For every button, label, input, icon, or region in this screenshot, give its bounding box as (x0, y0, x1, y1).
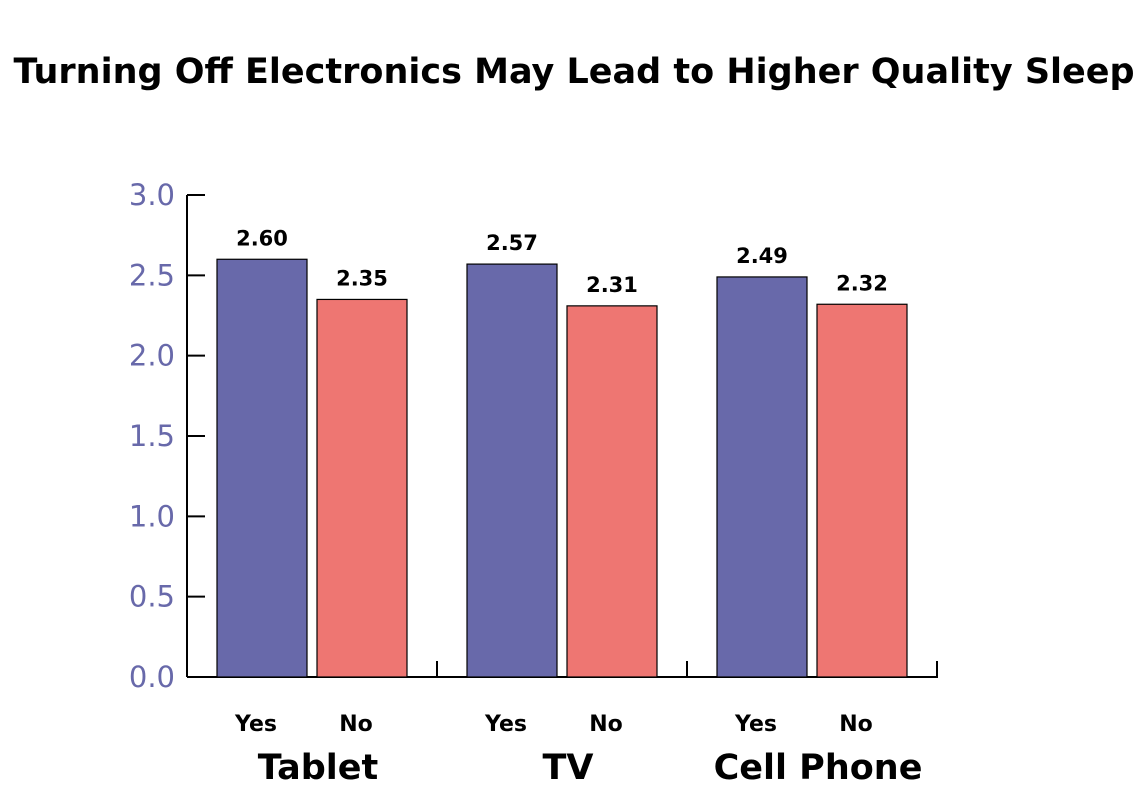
y-tick-label: 3.0 (129, 178, 175, 212)
bar-cell-phone-no (816, 303, 908, 678)
chart-title: Turning Off Electronics May Lead to High… (13, 52, 1135, 92)
subcategory-label: Yes (234, 712, 277, 737)
category-label: TV (543, 748, 594, 788)
category-label: Tablet (258, 748, 379, 788)
y-tick-label: 0.0 (129, 660, 175, 694)
data-label: 2.35 (336, 266, 388, 290)
data-label: 2.49 (736, 244, 788, 268)
chart-bars (216, 258, 908, 678)
data-label: 2.32 (836, 271, 888, 295)
subcategory-label: No (589, 712, 623, 737)
data-label: 2.60 (236, 226, 288, 250)
bar-tv-no (566, 305, 658, 678)
category-label: Cell Phone (714, 748, 923, 788)
chart-axes: 0.0 0.5 1.0 1.5 2.0 2.5 3.0 (129, 178, 938, 694)
data-label: 2.31 (586, 273, 638, 297)
bar-cell-phone-yes (716, 276, 808, 678)
subcategory-label: No (339, 712, 373, 737)
bar-tablet-yes (216, 258, 308, 678)
subcategory-label: Yes (484, 712, 527, 737)
chart-labels: 2.60 Yes 2.35 No Tablet 2.57 Yes 2.31 No TV 2.49 Ye… (234, 226, 922, 788)
data-label: 2.57 (486, 231, 538, 255)
subcategory-label: No (839, 712, 873, 737)
bar-tablet-no (316, 298, 408, 678)
y-tick-label: 2.0 (129, 339, 175, 373)
y-tick-label: 0.5 (129, 580, 175, 614)
y-tick-label: 1.0 (129, 499, 175, 533)
y-tick-label: 2.5 (129, 258, 175, 292)
y-tick-label: 1.5 (129, 419, 175, 453)
subcategory-label: Yes (734, 712, 777, 737)
bar-tv-yes (466, 263, 558, 678)
